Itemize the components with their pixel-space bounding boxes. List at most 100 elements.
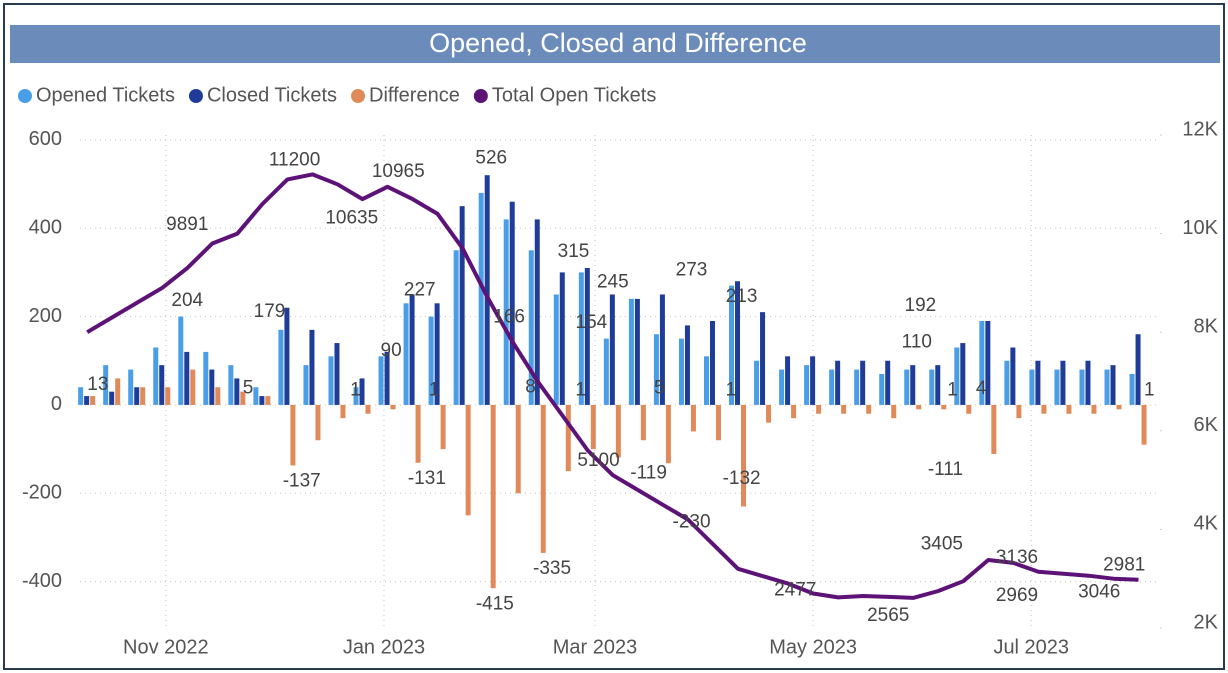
bar bbox=[615, 404, 621, 458]
data-label: 9891 bbox=[166, 214, 208, 235]
bar bbox=[353, 387, 359, 405]
y2-tick-label: 6K bbox=[1194, 414, 1219, 436]
bar bbox=[484, 175, 490, 405]
chart-title: Opened, Closed and Difference bbox=[429, 28, 807, 58]
legend-label: Closed Tickets bbox=[207, 84, 337, 106]
legend-marker bbox=[18, 89, 32, 103]
bar bbox=[1079, 369, 1085, 405]
data-label: 1 bbox=[575, 379, 586, 400]
bar bbox=[1029, 369, 1035, 405]
x-tick-label: Jan 2023 bbox=[343, 636, 425, 658]
x-tick-label: Nov 2022 bbox=[123, 636, 209, 658]
data-label: -137 bbox=[283, 470, 321, 491]
bar bbox=[791, 404, 797, 419]
data-label: 8 bbox=[525, 376, 536, 397]
bar bbox=[935, 365, 941, 405]
data-label: -230 bbox=[673, 512, 711, 533]
x-tick-label: Jul 2023 bbox=[993, 636, 1069, 658]
y-tick-label: 400 bbox=[29, 216, 62, 238]
bar bbox=[534, 219, 540, 405]
data-label: 13 bbox=[87, 374, 108, 395]
data-label: 5100 bbox=[577, 450, 619, 471]
bar bbox=[854, 369, 860, 405]
bar bbox=[1035, 360, 1041, 405]
x-tick-label: May 2023 bbox=[769, 636, 857, 658]
bar bbox=[628, 298, 634, 405]
bar bbox=[340, 404, 346, 419]
bar bbox=[490, 404, 496, 589]
data-label: 166 bbox=[493, 307, 525, 328]
bar bbox=[1016, 404, 1022, 419]
bar bbox=[1054, 369, 1060, 405]
bar bbox=[159, 365, 165, 405]
y2-tick-label: 12K bbox=[1182, 118, 1218, 140]
bar bbox=[904, 369, 910, 405]
bar bbox=[609, 294, 615, 405]
bar bbox=[290, 404, 296, 466]
bar bbox=[565, 404, 571, 472]
bar bbox=[979, 320, 985, 405]
bar bbox=[140, 387, 146, 405]
legend-marker bbox=[188, 89, 203, 103]
bar bbox=[634, 298, 640, 405]
bar bbox=[309, 329, 315, 405]
bar bbox=[509, 201, 515, 405]
data-label: 2565 bbox=[867, 605, 909, 626]
data-label: 5 bbox=[654, 378, 665, 399]
y2-tick-label: 2K bbox=[1194, 611, 1219, 633]
data-label: 1 bbox=[947, 379, 958, 400]
bar bbox=[735, 281, 741, 405]
bar bbox=[891, 404, 897, 419]
data-label: 10965 bbox=[372, 161, 425, 182]
bar bbox=[665, 404, 671, 464]
y2-tick-label: 10K bbox=[1182, 217, 1218, 239]
bar bbox=[754, 360, 760, 405]
bar bbox=[315, 404, 321, 441]
bar bbox=[215, 387, 221, 405]
bar bbox=[359, 378, 365, 405]
bar bbox=[985, 320, 991, 405]
bar bbox=[328, 356, 334, 405]
bar bbox=[1110, 365, 1116, 405]
bar bbox=[1129, 373, 1135, 405]
bar bbox=[640, 404, 646, 441]
bar bbox=[653, 334, 659, 405]
data-label: 1 bbox=[726, 379, 737, 400]
bar bbox=[378, 356, 384, 405]
data-label: 4 bbox=[976, 378, 987, 399]
bar bbox=[284, 307, 290, 405]
bar bbox=[941, 404, 947, 410]
bar bbox=[804, 365, 810, 405]
data-label: -415 bbox=[476, 593, 514, 614]
bar bbox=[540, 404, 546, 553]
bar bbox=[409, 294, 415, 405]
bar bbox=[841, 404, 847, 414]
bar bbox=[334, 343, 340, 405]
data-label: 3405 bbox=[921, 534, 963, 555]
bar bbox=[384, 351, 390, 405]
bar bbox=[178, 316, 184, 405]
bar bbox=[203, 351, 209, 405]
y2-tick-label: 4K bbox=[1194, 513, 1219, 535]
bar bbox=[184, 351, 190, 405]
data-label: 315 bbox=[558, 241, 590, 262]
bar bbox=[515, 404, 521, 494]
bar bbox=[910, 365, 916, 405]
bar bbox=[1141, 404, 1147, 445]
bar bbox=[434, 303, 440, 405]
bar bbox=[659, 294, 665, 405]
data-label: 204 bbox=[171, 290, 203, 311]
data-label: 227 bbox=[404, 280, 436, 301]
bar bbox=[265, 396, 271, 405]
data-label: 1 bbox=[1144, 379, 1155, 400]
bar bbox=[929, 369, 935, 405]
bar bbox=[278, 329, 284, 405]
bar bbox=[109, 391, 115, 405]
bar bbox=[715, 404, 721, 441]
bar bbox=[415, 404, 421, 463]
bar bbox=[603, 338, 609, 405]
legend-marker bbox=[473, 89, 488, 103]
legend-label: Total Open Tickets bbox=[492, 84, 657, 106]
bar bbox=[259, 396, 265, 405]
legend-label: Difference bbox=[369, 84, 460, 106]
